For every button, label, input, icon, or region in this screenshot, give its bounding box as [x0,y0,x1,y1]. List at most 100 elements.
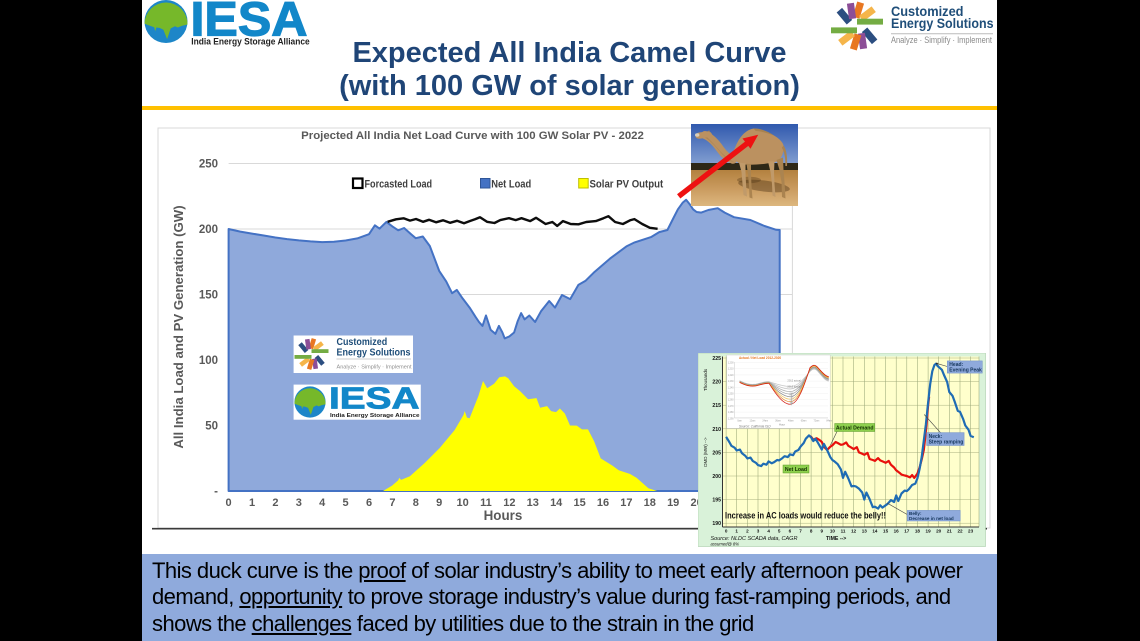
svg-text:195: 195 [712,497,721,503]
svg-text:2: 2 [746,528,749,533]
svg-text:2: 2 [272,497,278,509]
svg-text:150: 150 [199,290,218,302]
svg-text:Thousands: Thousands [703,368,708,391]
svg-text:8: 8 [810,528,813,533]
svg-text:72am: 72am [814,420,820,422]
svg-text:6: 6 [789,528,792,533]
svg-text:1: 1 [735,528,738,533]
svg-text:2013 actual: 2013 actual [787,384,801,388]
svg-text:Hours: Hours [484,508,523,523]
svg-text:Net Load: Net Load [785,466,807,472]
svg-text:Decrease in net load: Decrease in net load [909,515,954,520]
svg-text:1,280: 1,280 [728,412,734,414]
svg-text:India Energy Storage Alliance: India Energy Storage Alliance [330,413,420,419]
svg-text:1,220: 1,220 [728,374,734,376]
svg-text:Forcasted Load: Forcasted Load [365,179,433,191]
svg-text:3: 3 [296,497,302,509]
svg-text:12: 12 [503,497,515,509]
svg-text:Energy Solutions: Energy Solutions [891,15,994,31]
svg-text:11: 11 [841,528,846,533]
svg-text:19: 19 [926,528,932,533]
svg-text:Actual / Net Load 2012-2020: Actual / Net Load 2012-2020 [739,356,781,360]
svg-text:21: 21 [947,528,953,533]
svg-text:16: 16 [894,528,900,533]
svg-text:1,240: 1,240 [728,387,734,389]
svg-text:3: 3 [757,528,760,533]
svg-text:48am: 48am [788,420,794,422]
svg-text:assumed@ 8%: assumed@ 8% [711,541,740,546]
svg-text:Customized: Customized [337,337,388,348]
svg-text:12: 12 [851,528,857,533]
svg-text:1,200: 1,200 [728,362,734,364]
svg-text:Solar PV Output: Solar PV Output [590,179,664,191]
svg-text:190: 190 [712,521,721,527]
svg-text:22: 22 [957,528,963,533]
svg-text:IESA: IESA [191,0,308,47]
svg-text:215: 215 [712,403,721,409]
svg-text:7: 7 [389,497,395,509]
svg-text:220: 220 [712,379,721,385]
svg-text:9: 9 [821,528,824,533]
svg-text:1,250: 1,250 [728,393,734,395]
svg-text:6: 6 [366,497,372,509]
svg-text:Customized: Customized [891,3,964,19]
svg-text:205: 205 [712,450,721,456]
svg-text:0am: 0am [737,420,742,422]
svg-text:18: 18 [915,528,921,533]
svg-text:18: 18 [644,497,656,509]
svg-text:Head:: Head: [949,361,963,367]
svg-text:24am: 24am [762,420,768,422]
svg-text:1,270: 1,270 [728,405,734,407]
svg-text:16: 16 [597,497,609,509]
svg-text:14: 14 [550,497,563,509]
svg-text:DMD (MW) -->: DMD (MW) --> [703,436,708,466]
svg-text:17: 17 [620,497,632,509]
svg-text:IESA: IESA [329,382,420,416]
svg-text:5: 5 [778,528,781,533]
svg-text:Actual Demand: Actual Demand [836,425,874,431]
svg-text:8: 8 [413,497,419,509]
svg-text:9: 9 [436,497,442,509]
svg-text:60am: 60am [801,420,807,422]
svg-text:225: 225 [712,356,721,362]
svg-text:Evening Peak: Evening Peak [949,367,982,373]
svg-text:Analyze · Simplify · Implement: Analyze · Simplify · Implement [337,364,412,370]
svg-text:1: 1 [249,497,255,509]
svg-text:250: 250 [199,159,218,171]
svg-text:Analyze · Simplify · Implement: Analyze · Simplify · Implement [891,35,992,45]
svg-text:Projected All India Net Load C: Projected All India Net Load Curve with … [301,130,644,142]
svg-text:1,290: 1,290 [728,418,734,420]
svg-text:India Energy Storage Alliance: India Energy Storage Alliance [191,36,310,46]
svg-text:11: 11 [480,497,492,509]
svg-text:Energy Solutions: Energy Solutions [337,347,411,358]
svg-text:1,230: 1,230 [728,381,734,383]
svg-text:13: 13 [862,528,868,533]
svg-text:Belly:: Belly: [909,510,922,515]
svg-text:13: 13 [527,497,539,509]
svg-text:2012 actual: 2012 actual [787,378,801,382]
svg-text:7: 7 [799,528,802,533]
svg-text:Hour: Hour [779,422,785,426]
svg-text:Increase in AC loads would red: Increase in AC loads would reduce the be… [725,510,886,520]
svg-text:0: 0 [725,528,728,533]
svg-text:4: 4 [319,497,326,509]
svg-text:All India Load and PV Generati: All India Load and PV Generation (GW) [171,205,186,448]
svg-text:15: 15 [883,528,889,533]
svg-text:50: 50 [205,421,218,433]
svg-text:Source: California ISO: Source: California ISO [739,424,771,428]
svg-text:Net Load: Net Load [491,179,531,191]
svg-text:TIME -->: TIME --> [826,536,846,542]
svg-text:200: 200 [199,224,218,236]
svg-text:-: - [214,486,218,498]
svg-text:100: 100 [199,355,218,367]
svg-text:1,260: 1,260 [728,399,734,401]
svg-text:Neck:: Neck: [929,433,943,439]
svg-text:20: 20 [936,528,942,533]
svg-text:5: 5 [343,497,349,509]
svg-text:Source: NLDC SCADA data, CAGR: Source: NLDC SCADA data, CAGR [711,536,798,542]
svg-text:36am: 36am [775,420,781,422]
svg-text:10: 10 [830,528,836,533]
svg-text:Steep ramping: Steep ramping [929,439,964,445]
svg-text:23: 23 [968,528,974,533]
svg-text:12am: 12am [750,420,756,422]
